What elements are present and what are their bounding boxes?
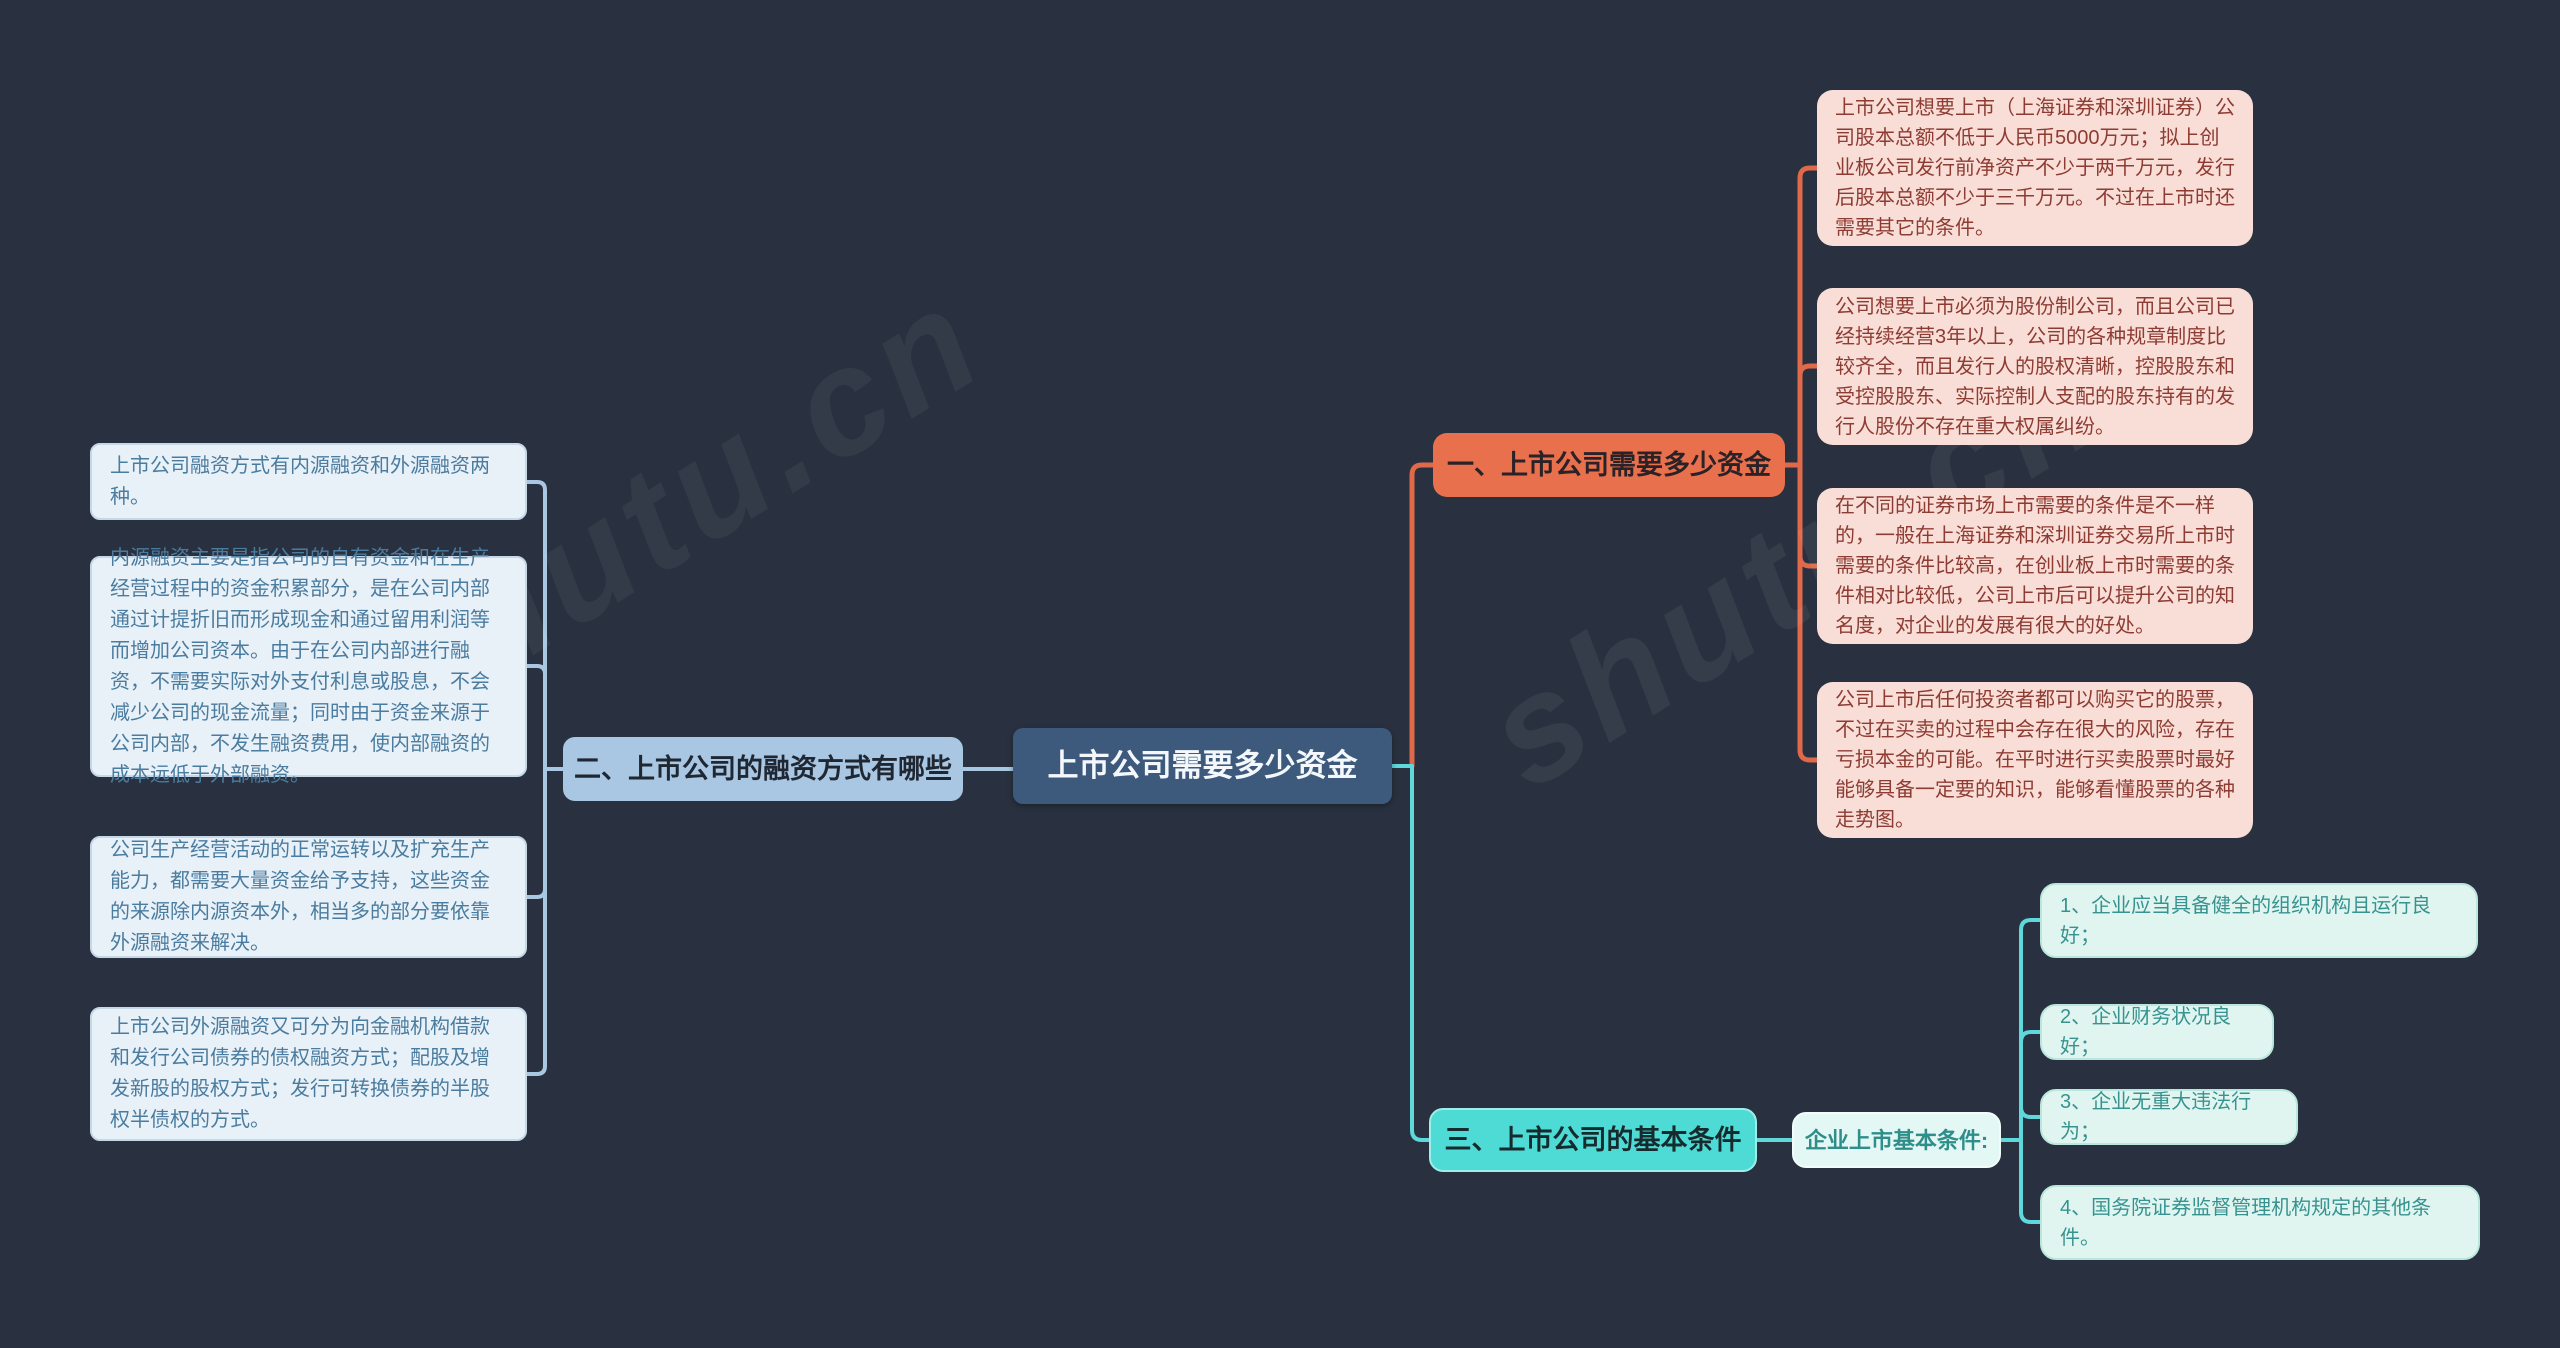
leaf-company-structure[interactable]: 公司想要上市必须为股份制公司，而且公司已经持续经营3年以上，公司的各种规章制度比… [1817, 288, 2253, 445]
leaf-condition-4[interactable]: 4、国务院证券监督管理机构规定的其他条件。 [2040, 1185, 2480, 1260]
sub-node-listing-conditions[interactable]: 企业上市基本条件: [1792, 1112, 2001, 1168]
central-topic-node[interactable]: 上市公司需要多少资金 [1013, 728, 1392, 804]
connector-bottom-right-branch [1390, 764, 2042, 1224]
branch-node-funding-amount[interactable]: 一、上市公司需要多少资金 [1433, 433, 1785, 497]
connector-left-branch [525, 480, 1015, 1076]
branch-node-basic-conditions[interactable]: 三、上市公司的基本条件 [1429, 1108, 1757, 1172]
connector-top-right-branch [1409, 165, 1820, 769]
leaf-internal-financing[interactable]: 内源融资主要是指公司的自有资金和在生产经营过程中的资金积累部分，是在公司内部通过… [90, 547, 527, 786]
leaf-capital-needs[interactable]: 公司生产经营活动的正常运转以及扩充生产能力，都需要大量资金给予支持，这些资金的来… [90, 836, 527, 958]
leaf-condition-3[interactable]: 3、企业无重大违法行为； [2040, 1089, 2298, 1145]
leaf-financing-overview[interactable]: 上市公司融资方式有内源融资和外源融资两种。 [90, 443, 527, 520]
leaf-market-conditions[interactable]: 在不同的证券市场上市需要的条件是不一样的，一般在上海证券和深圳证券交易所上市时需… [1817, 488, 2253, 644]
leaf-capital-requirement[interactable]: 上市公司想要上市（上海证券和深圳证券）公司股本总额不低于人民币5000万元；拟上… [1817, 90, 2253, 246]
branch-node-financing-methods[interactable]: 二、上市公司的融资方式有哪些 [563, 737, 963, 801]
leaf-condition-2[interactable]: 2、企业财务状况良好； [2040, 1004, 2274, 1060]
leaf-external-financing[interactable]: 上市公司外源融资又可分为向金融机构借款和发行公司债券的债权融资方式；配股及增发新… [90, 1007, 527, 1141]
leaf-stock-risk[interactable]: 公司上市后任何投资者都可以购买它的股票，不过在买卖的过程中会存在很大的风险，存在… [1817, 682, 2253, 838]
leaf-condition-1[interactable]: 1、企业应当具备健全的组织机构且运行良好； [2040, 883, 2478, 958]
